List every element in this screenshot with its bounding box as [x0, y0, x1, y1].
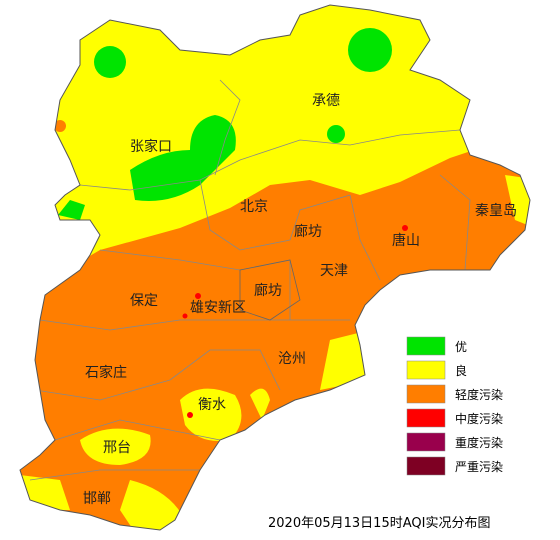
city-label: 雄安新区 [190, 300, 246, 316]
legend-label: 优 [455, 340, 467, 354]
city-label: 北京 [240, 199, 268, 215]
city-label: 保定 [130, 293, 158, 309]
legend-swatch [406, 408, 446, 428]
legend-swatch [406, 456, 446, 476]
city-label: 石家庄 [85, 364, 127, 381]
city-labels: 承德 张家口 北京 廊坊 秦皇岛 唐山 天津 廊坊 保定 雄安新区 沧州 石家庄… [83, 93, 517, 507]
caption: 2020年05月13日15时AQI实况分布图 [268, 516, 490, 531]
city-label: 廊坊 [294, 223, 322, 240]
city-label: 邯郸 [83, 491, 111, 507]
city-label: 邢台 [103, 440, 131, 456]
city-label: 沧州 [278, 350, 306, 367]
legend-label: 重度污染 [455, 435, 503, 450]
legend-swatch [406, 360, 446, 380]
city-label: 衡水 [198, 397, 226, 413]
legend-swatch [406, 432, 446, 452]
legend-label: 良 [455, 363, 467, 378]
legend-label: 中度污染 [455, 411, 503, 426]
city-label: 张家口 [130, 138, 172, 155]
city-label: 天津 [320, 263, 348, 279]
city-label: 承德 [312, 93, 340, 109]
legend-swatch [406, 384, 446, 404]
city-label: 秦皇岛 [475, 203, 517, 219]
legend-swatch [406, 336, 446, 356]
city-label: 唐山 [392, 232, 420, 249]
legend-label: 轻度污染 [455, 387, 503, 402]
legend-label: 严重污染 [455, 459, 503, 474]
city-label: 廊坊 [254, 282, 282, 299]
